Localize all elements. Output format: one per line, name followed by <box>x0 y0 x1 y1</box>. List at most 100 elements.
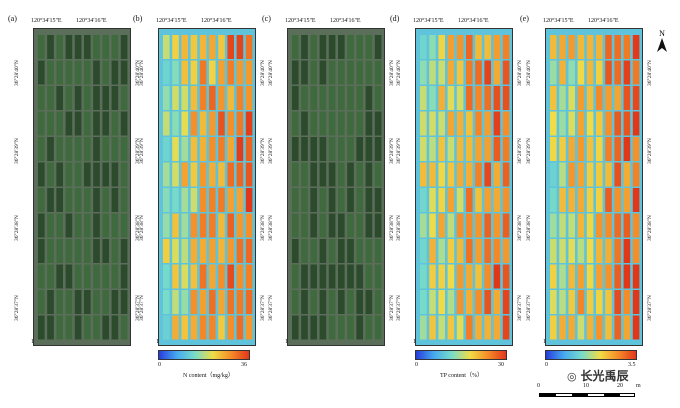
crop-plot <box>328 239 336 263</box>
crop-plot <box>429 60 436 85</box>
crop-plot <box>84 60 91 85</box>
crop-plot <box>614 315 621 340</box>
wechat-icon: ◎ <box>567 370 581 383</box>
crop-plot <box>347 86 354 110</box>
crop-plot <box>292 290 299 314</box>
lat-label-left: 36°28'38"N <box>14 215 20 241</box>
crop-plot <box>310 264 317 289</box>
colorbar-min: 0 <box>158 362 161 368</box>
crop-plot <box>420 239 427 263</box>
panel-1: (b)120°34'15"E120°34'15"E120°34'16"E120°… <box>133 8 266 379</box>
crop-plot <box>347 264 354 289</box>
crop-plot <box>484 111 491 136</box>
crop-plot <box>163 188 170 212</box>
crop-plot <box>163 239 170 263</box>
lat-label-right: 36°28'38"N <box>647 215 653 241</box>
crop-plot <box>632 60 640 85</box>
crop-plot <box>550 290 557 314</box>
crop-plot <box>209 213 216 238</box>
crop-plot <box>429 35 436 59</box>
crop-plot <box>163 111 170 136</box>
crop-plot <box>493 290 501 314</box>
map-frame <box>33 28 131 346</box>
crop-plot <box>172 162 179 187</box>
crop-plot <box>559 290 566 314</box>
crop-plot <box>605 111 612 136</box>
crop-plot <box>365 137 373 161</box>
crop-plot <box>84 239 91 263</box>
crop-plot <box>301 188 308 212</box>
crop-plot <box>596 213 603 238</box>
panel-label: (e) <box>520 14 529 23</box>
crop-plot <box>65 60 73 85</box>
lat-label-right: 36°28'37"N <box>389 295 395 321</box>
crop-plot <box>328 111 336 136</box>
crop-plot <box>120 111 128 136</box>
crop-plot <box>568 137 575 161</box>
crop-plot <box>227 162 234 187</box>
crop-plot <box>502 35 510 59</box>
crop-plot <box>245 188 253 212</box>
crop-plot <box>93 213 100 238</box>
crop-plot <box>38 111 45 136</box>
crop-plot <box>65 239 73 263</box>
crop-plot <box>56 162 63 187</box>
crop-plot <box>111 188 119 212</box>
crop-plot <box>559 162 566 187</box>
crop-plot <box>199 137 207 161</box>
scale-bar <box>539 393 635 397</box>
crop-plot <box>623 315 631 340</box>
crop-plot <box>550 35 557 59</box>
lon-label-top: 120°34'16"E <box>588 18 619 24</box>
crop-plot <box>568 213 575 238</box>
crop-plot <box>632 264 640 289</box>
crop-plot <box>456 162 464 187</box>
crop-plot <box>56 315 63 340</box>
crop-plot <box>190 239 198 263</box>
crop-plot <box>218 35 225 59</box>
crop-plot <box>199 111 207 136</box>
crop-plot <box>429 137 436 161</box>
crop-plot <box>347 162 354 187</box>
crop-plot <box>632 188 640 212</box>
crop-plot <box>484 315 491 340</box>
lon-label-top: 120°34'16"E <box>330 18 361 24</box>
lat-label-right: 36°28'37"N <box>647 295 653 321</box>
lat-label-right: 36°28'39"N <box>260 138 266 164</box>
crop-plot <box>559 188 566 212</box>
crop-plot <box>301 264 308 289</box>
crop-plot <box>568 239 575 263</box>
crop-plot <box>74 60 82 85</box>
crop-plot <box>236 162 244 187</box>
crop-plot <box>475 290 482 314</box>
crop-plot <box>586 137 594 161</box>
crop-plot <box>438 137 445 161</box>
crop-plot <box>623 137 631 161</box>
crop-plot <box>47 239 54 263</box>
crop-plot <box>328 86 336 110</box>
crop-plot <box>74 137 82 161</box>
crop-plot <box>319 264 327 289</box>
crop-plot <box>347 35 354 59</box>
crop-plot <box>493 213 501 238</box>
crop-plot <box>347 188 354 212</box>
crop-plot <box>466 35 473 59</box>
crop-plot <box>102 213 109 238</box>
crop-plot <box>172 60 179 85</box>
lat-label-left: 36°28'39"N <box>526 138 532 164</box>
crop-plot <box>568 111 575 136</box>
crop-plot <box>292 60 299 85</box>
crop-plot <box>209 137 216 161</box>
crop-plot <box>447 86 455 110</box>
map-image <box>416 29 512 345</box>
crop-plot <box>181 264 188 289</box>
crop-plot <box>93 111 100 136</box>
crop-plot <box>466 162 473 187</box>
lat-label-right: 36°28'40"N <box>517 60 523 86</box>
crop-plot <box>475 213 482 238</box>
lat-label-left: 36°28'39"N <box>14 138 20 164</box>
crop-plot <box>236 111 244 136</box>
crop-plot <box>310 290 317 314</box>
map-frame <box>287 28 385 346</box>
crop-plot <box>38 86 45 110</box>
